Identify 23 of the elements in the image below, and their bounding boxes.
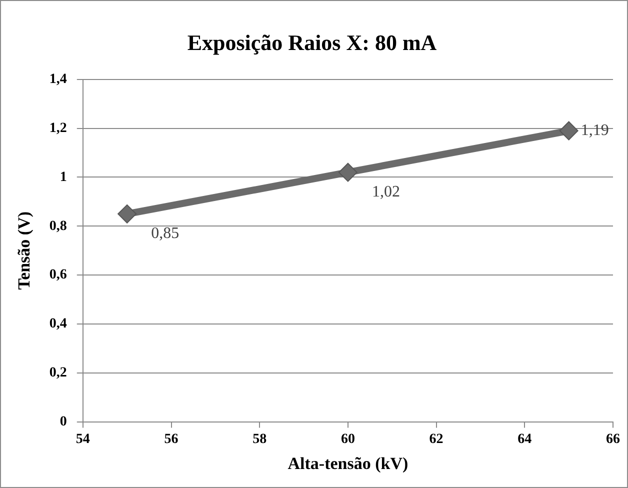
x-tick-label: 58	[252, 432, 267, 447]
point	[559, 121, 578, 140]
y-axis-title: Tensão (V)	[14, 211, 34, 290]
y-tick-label: 0,4	[49, 316, 67, 332]
x-tick-label: 66	[606, 432, 620, 447]
point	[118, 204, 137, 224]
x-tick-label: 64	[518, 432, 532, 447]
x-axis-title: Alta-tensão (kV)	[288, 454, 408, 474]
data-label: 1,02	[372, 184, 400, 201]
y-tick-label: 0,6	[49, 268, 67, 283]
chart-title: Exposição Raios X: 80 mA	[187, 30, 437, 55]
y-tick-label: 0	[60, 414, 67, 430]
x-tick-label: 60	[340, 432, 355, 447]
data-label: 0,85	[151, 225, 180, 242]
x-tick-label: 54	[76, 432, 90, 447]
y-tick-label: 0,8	[49, 218, 67, 234]
y-tick-label: 1,4	[49, 72, 67, 88]
y-tick-label: 1,2	[49, 120, 67, 136]
point	[338, 162, 358, 182]
y-tick-label: 1	[60, 170, 67, 185]
y-tick-label: 0,2	[49, 365, 67, 380]
x-tick-label: 56	[164, 432, 178, 447]
x-tick-label: 62	[429, 432, 444, 447]
